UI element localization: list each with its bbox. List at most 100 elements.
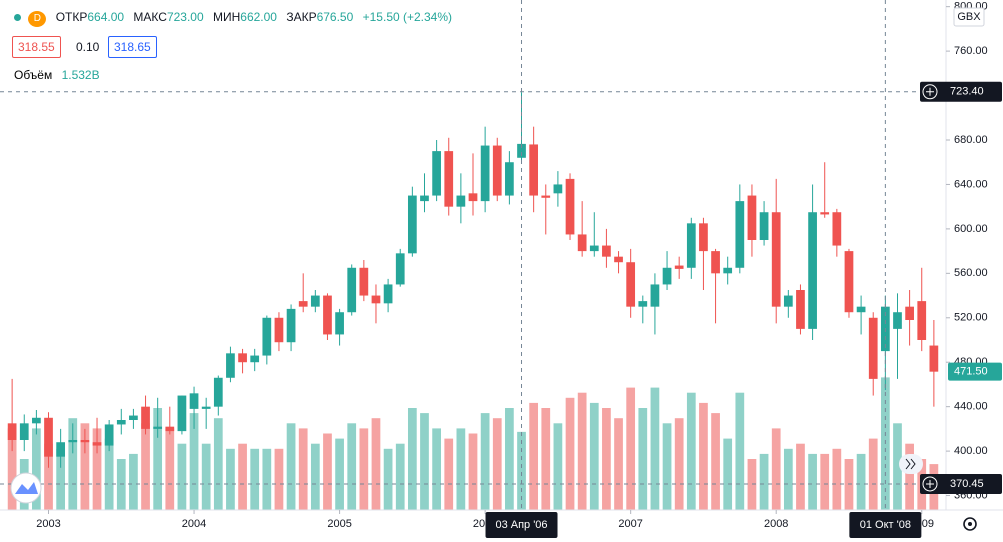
volume-bar <box>201 443 211 510</box>
candle-body <box>250 355 260 363</box>
volume-bar <box>407 408 417 510</box>
candle-body <box>517 143 526 158</box>
candle-body <box>589 245 599 252</box>
x-tick-label: 2008 <box>764 518 788 530</box>
last-price-box <box>948 362 1002 381</box>
volume-bar <box>286 423 296 510</box>
volume-bar <box>335 438 344 510</box>
last-price-label: 471.50 <box>954 366 988 378</box>
candle-body <box>626 262 636 307</box>
volume-bar <box>808 453 817 510</box>
candle-body <box>468 193 478 202</box>
volume-bar <box>92 428 102 510</box>
legend-header: D ОТКР664.00 МАКС723.00 МИН662.00 ЗАКР67… <box>14 10 458 27</box>
volume-bar <box>213 418 223 510</box>
volume-bar <box>432 428 441 510</box>
volume-bar <box>832 448 842 510</box>
candle-body <box>274 317 284 343</box>
candle-body <box>796 290 805 329</box>
volume-bar <box>456 428 466 510</box>
candle-body <box>323 295 332 335</box>
volume-bar <box>662 423 672 510</box>
volume-bar <box>262 448 272 510</box>
volume-bar <box>80 423 90 510</box>
volume-bar <box>298 428 308 510</box>
volume-bar <box>129 453 138 510</box>
volume-bar <box>638 408 648 510</box>
currency-box <box>953 7 985 27</box>
market-status[interactable]: D <box>28 11 47 27</box>
candle-body <box>129 415 138 420</box>
crosshair-date-box <box>485 512 558 538</box>
candle-body <box>104 424 114 446</box>
crosshair-date-label: 01 Окт '08 <box>860 519 911 531</box>
volume-bar <box>371 418 381 510</box>
candle-body <box>68 440 78 443</box>
candle-body <box>771 212 781 307</box>
candle-body <box>905 306 914 320</box>
candle-body <box>153 426 163 429</box>
y-tick-label: 760.00 <box>954 45 988 57</box>
volume-bar <box>602 408 611 510</box>
candle-body <box>565 178 575 235</box>
candle-body <box>868 317 878 379</box>
candle-body <box>711 251 720 274</box>
volume-bar <box>480 413 490 510</box>
currency: GBX <box>957 11 981 23</box>
volume-bar <box>359 428 369 510</box>
crosshair-price-label: 370.45 <box>950 478 984 490</box>
settings-button[interactable] <box>963 517 977 531</box>
candle-body <box>432 151 441 196</box>
open-value: 664.00 <box>87 10 125 24</box>
sell-price[interactable]: 318.55 <box>12 36 61 58</box>
candle-body <box>213 377 223 407</box>
volume-bar <box>565 397 575 510</box>
candle-body <box>662 267 672 285</box>
candle-body <box>80 440 90 443</box>
candle-body <box>480 145 490 202</box>
candle-body <box>820 212 830 215</box>
volume-bar <box>7 428 17 510</box>
candle-body <box>189 393 199 409</box>
candle-body <box>917 301 927 340</box>
volume-bar <box>32 428 41 510</box>
volume-bar <box>141 423 150 510</box>
candle-body <box>614 256 623 263</box>
volume-bar <box>783 448 793 510</box>
candle-body <box>262 317 272 356</box>
candle-body <box>56 442 66 457</box>
y-tick-label: 520.00 <box>954 312 988 324</box>
volume-bar <box>796 443 805 510</box>
volume-bar <box>468 433 478 510</box>
add-alert-plus <box>926 87 934 96</box>
volume-bar <box>699 402 708 510</box>
candle-body <box>492 145 502 196</box>
candle-body <box>286 308 296 343</box>
scroll-right-button[interactable] <box>899 454 923 474</box>
x-tick-label: 2005 <box>327 518 351 530</box>
volume-label: Объём <box>14 68 53 82</box>
candle-body <box>7 423 17 440</box>
candle-body <box>759 212 769 240</box>
volume-bar <box>189 413 199 510</box>
time-axis <box>0 510 946 542</box>
volume-bar <box>68 418 78 510</box>
candle-body <box>505 162 514 196</box>
x-tick-label: 2004 <box>182 518 206 530</box>
volume-bar <box>517 431 526 510</box>
logo-mark <box>15 482 38 494</box>
candle-body <box>165 426 175 432</box>
candle-body <box>444 151 454 207</box>
candle-body <box>395 253 405 285</box>
candle-body <box>177 395 187 432</box>
crosshair-price-box <box>920 473 1002 494</box>
buy-price[interactable]: 318.65 <box>108 36 157 58</box>
volume-bar <box>116 459 126 510</box>
volume-bar <box>553 423 563 510</box>
candle-body <box>310 295 320 307</box>
volume-bar <box>492 418 502 510</box>
candle-body <box>141 406 150 429</box>
candle-body <box>371 295 381 304</box>
